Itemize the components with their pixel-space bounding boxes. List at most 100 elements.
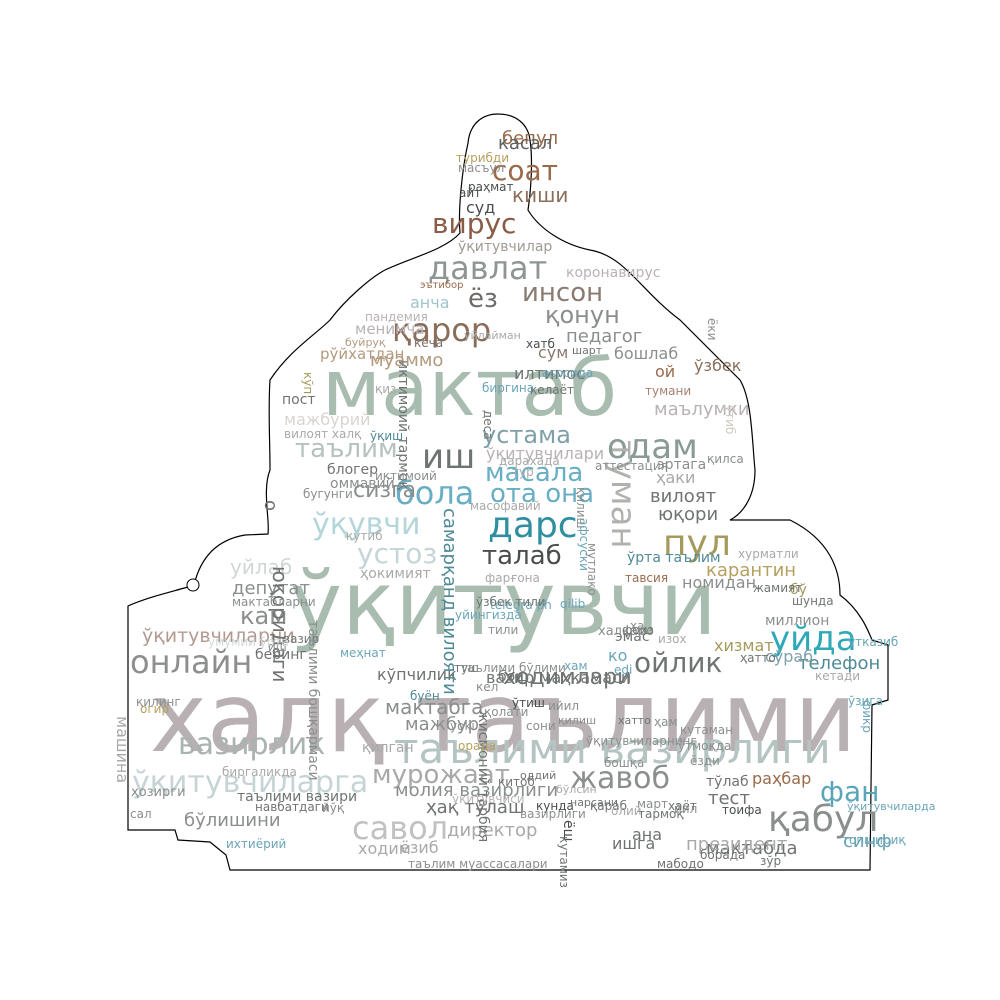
- word-120: тўлаб: [706, 774, 749, 790]
- word-115: бўлишини: [184, 810, 281, 831]
- word-166: мабодо: [657, 857, 704, 871]
- word-24: пул: [663, 523, 731, 564]
- word-204: ўқитувчиси: [452, 792, 525, 806]
- word-161: кутиб: [346, 529, 383, 543]
- word-0: халқ таълими: [150, 662, 857, 774]
- word-164: кутамиз: [557, 836, 571, 888]
- word-49: телефон: [798, 653, 881, 674]
- word-121: тоифа: [722, 803, 762, 817]
- word-9: инсон: [522, 278, 604, 308]
- word-86: блогер: [327, 462, 379, 478]
- word-35: кам: [240, 602, 288, 630]
- word-152: ўқитувчиларда: [847, 800, 936, 813]
- word-210: кутаман: [680, 723, 733, 737]
- word-200: китоб: [498, 775, 535, 789]
- word-11: қонун: [545, 301, 620, 329]
- word-89: ҳаки: [656, 468, 696, 487]
- word-105: беринг: [255, 647, 307, 663]
- word-141: бўлсин: [556, 783, 597, 796]
- word-61: касал: [498, 133, 553, 154]
- word-176: турибди: [456, 151, 510, 165]
- word-205: вазирлиги: [520, 807, 586, 821]
- word-162: ихтиёрий: [226, 837, 287, 851]
- word-29: ўқитувчиларга: [132, 765, 369, 800]
- word-47: тест: [708, 788, 750, 809]
- word-56: ко: [608, 646, 628, 665]
- word-199: хаёт: [668, 799, 697, 813]
- word-73: сўм: [538, 343, 569, 362]
- word-196: yoki: [450, 719, 475, 733]
- word-57: бош: [498, 669, 529, 685]
- word-53: синф: [843, 831, 892, 852]
- word-20: дарс: [488, 505, 578, 546]
- word-116: ходим: [358, 839, 411, 858]
- word-82: мажбурий: [284, 410, 371, 429]
- word-36: ходимлари: [503, 665, 632, 690]
- word-96: фарғона: [485, 571, 540, 585]
- word-13: иш: [422, 437, 476, 477]
- word-70: буйруқ: [345, 336, 386, 349]
- word-182: ёки: [705, 318, 719, 341]
- word-101: шунда: [792, 594, 834, 608]
- word-25: туман: [603, 440, 643, 549]
- word-77: ўзбек: [694, 356, 742, 375]
- word-39: ўқитувчиларни: [142, 625, 295, 647]
- word-17: бола: [395, 474, 475, 512]
- word-114: навбатдаги: [255, 800, 329, 814]
- word-186: огир: [140, 702, 170, 716]
- word-12: педагог: [566, 326, 643, 347]
- word-172: қилиш: [574, 487, 588, 529]
- word-112: биргаликда: [222, 765, 297, 779]
- word-147: жамият: [753, 581, 803, 595]
- word-69: менимча: [355, 320, 425, 338]
- word-174: иктимоий: [375, 469, 437, 483]
- word-129: йўқ: [322, 801, 345, 815]
- word-43: директор: [447, 820, 538, 841]
- word-193: уйингизда: [455, 608, 522, 622]
- word-180: хатб: [526, 337, 555, 351]
- word-146: вилоят халқ: [284, 427, 362, 441]
- word-97: ўрта таълим: [627, 550, 721, 566]
- word-87: сизга: [353, 478, 417, 503]
- word-158: сал: [130, 807, 152, 821]
- word-95: хурматли: [738, 547, 799, 561]
- word-50: сўраб: [765, 647, 814, 666]
- word-208: бошқа: [604, 756, 645, 770]
- word-123: ишга: [612, 834, 656, 853]
- word-188: таълими бошқармаси: [305, 620, 321, 781]
- word-74: шарт: [572, 344, 603, 357]
- word-157: фоиз: [622, 623, 654, 637]
- word-85: ўқитувчилари: [486, 444, 605, 463]
- word-137: қилиш: [558, 714, 597, 727]
- word-6: вирус: [432, 207, 517, 240]
- word-130: йил: [674, 802, 698, 816]
- word-21: ўқувчи: [312, 507, 421, 542]
- word-134: кел: [476, 680, 499, 694]
- word-90: эртага: [657, 457, 707, 473]
- word-136: ўтиш: [512, 696, 545, 710]
- word-190: telegra ph: [490, 598, 552, 612]
- word-99: номидан: [682, 573, 757, 592]
- word-16: таълим: [295, 434, 398, 464]
- word-40: мактабга: [385, 695, 484, 719]
- word-83: пост: [282, 392, 316, 408]
- word-184: кўп: [301, 372, 315, 395]
- word-84: ўқиш: [370, 429, 404, 443]
- word-26: уйда: [770, 619, 857, 659]
- word-178: айт: [459, 186, 482, 200]
- word-31: жавоб: [570, 761, 670, 796]
- word-124: президент: [686, 834, 788, 855]
- word-201: ўзбек тили: [476, 595, 546, 609]
- word-187: таълими бўлими: [460, 661, 566, 675]
- word-51: раҳбар: [752, 769, 812, 788]
- word-139: оддий: [520, 769, 557, 782]
- word-102: миллион: [765, 613, 830, 629]
- word-10: ёз: [468, 284, 498, 314]
- word-63: ўқитувчилар: [458, 239, 553, 255]
- word-23: талаб: [482, 541, 562, 571]
- word-149: ўзига: [848, 694, 883, 708]
- word-45: вилоят: [650, 486, 717, 507]
- word-64: коронавирус: [566, 265, 661, 281]
- word-78: ой: [655, 362, 676, 381]
